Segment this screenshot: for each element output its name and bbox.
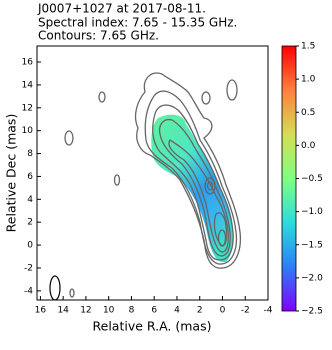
colorbar-tick-label: −2.5 (301, 307, 323, 317)
y-axis-label: Relative Dec (mas) (4, 114, 19, 233)
y-tick-label: 6 (27, 172, 33, 182)
title-line: Spectral index: 7.65 - 15.35 GHz. (38, 16, 237, 30)
colorbar-tick-label: 1.5 (301, 42, 315, 52)
colorbar-tick-label: −0.5 (301, 174, 323, 184)
contours (64, 72, 242, 298)
x-tick-label: 10 (103, 306, 115, 316)
y-tick-label: 2 (27, 218, 33, 228)
y-tick-label: 10 (22, 126, 34, 136)
colorbar-tick-label: −2.0 (301, 273, 323, 283)
y-tick-label: -4 (24, 286, 33, 296)
colorbar (281, 45, 297, 312)
x-tick-label: 2 (197, 306, 203, 316)
x-tick-label: 8 (129, 306, 135, 316)
colorbar-tick-label: 0.0 (301, 141, 316, 151)
x-tick-label: 4 (174, 306, 180, 316)
x-tick-label: 16 (35, 306, 47, 316)
y-tick-label: 4 (27, 195, 33, 205)
x-axis-label: Relative R.A. (mas) (93, 319, 212, 334)
y-tick-label: 0 (27, 241, 33, 251)
colorbar-tick-label: 0.5 (301, 108, 315, 118)
colorbar-tick-label: 1.0 (301, 75, 316, 85)
beam (49, 275, 61, 301)
x-tick-label: 14 (57, 306, 69, 316)
y-tick-label: 8 (27, 149, 33, 159)
y-tick-label: -2 (24, 263, 33, 273)
x-tick-label: 12 (80, 306, 91, 316)
title-line: Contours: 7.65 GHz. (38, 29, 159, 43)
frame (36, 45, 269, 301)
colorbar-tick-label: −1.5 (301, 240, 323, 250)
colorbar-tick-label: −1.0 (301, 207, 323, 217)
y-tick-label: 14 (22, 80, 34, 90)
y-tick-label: 16 (22, 58, 34, 68)
y-tick-label: 12 (22, 103, 33, 113)
x-tick-label: 6 (151, 306, 157, 316)
x-tick-label: -2 (241, 306, 250, 316)
x-tick-label: -4 (264, 306, 273, 316)
title-line: J0007+1027 at 2017-08-11. (37, 2, 206, 16)
x-tick-label: 0 (220, 306, 226, 316)
